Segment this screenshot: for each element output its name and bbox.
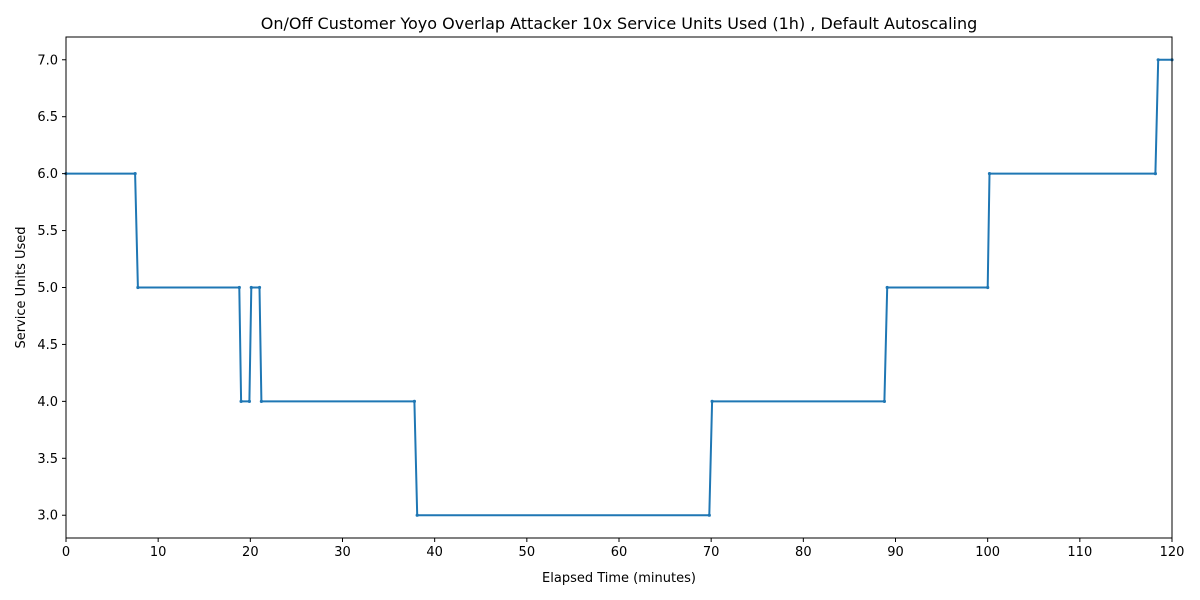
data-point	[257, 285, 262, 290]
y-tick-label: 6.0	[37, 167, 58, 182]
x-tick-label: 60	[611, 545, 628, 560]
y-tick-label: 5.0	[37, 281, 58, 296]
data-point	[247, 399, 251, 403]
data-point	[136, 285, 140, 290]
data-point	[1156, 58, 1160, 62]
data-point	[707, 513, 711, 517]
data-point	[882, 399, 887, 403]
x-tick-label: 120	[1160, 545, 1185, 560]
x-axis-label: Elapsed Time (minutes)	[542, 571, 696, 586]
data-point	[710, 399, 714, 403]
y-tick-label: 4.0	[37, 395, 58, 410]
data-point	[415, 513, 419, 517]
data-point	[412, 399, 416, 403]
data-point	[133, 172, 137, 176]
axis-ticks: 0 10 20 30 40 50 60 70 80 90 100 110 120 3.0 3.5 4.0 4.5…	[37, 53, 1184, 560]
plot-frame	[65, 36, 1173, 539]
x-tick-label: 70	[703, 545, 720, 560]
chart-title: On/Off Customer Yoyo Overlap Attacker 10…	[261, 14, 978, 33]
y-tick-label: 6.5	[37, 110, 58, 125]
x-tick-label: 10	[150, 545, 167, 560]
y-tick-label: 3.5	[37, 452, 58, 467]
x-tick-label: 80	[795, 545, 812, 560]
data-point	[239, 399, 243, 403]
y-tick-label: 5.5	[37, 224, 58, 239]
y-tick-label: 3.0	[37, 509, 58, 524]
y-axis-label: Service Units Used	[14, 226, 29, 348]
series-line	[66, 58, 1172, 517]
y-tick-label: 4.5	[37, 338, 58, 353]
x-tick-label: 100	[975, 545, 1000, 560]
data-point	[885, 285, 889, 290]
x-tick-label: 0	[62, 545, 70, 560]
x-tick-label: 20	[242, 545, 259, 560]
plot-area	[64, 58, 1174, 517]
data-point	[237, 285, 241, 290]
data-point	[1153, 172, 1157, 176]
data-point	[259, 399, 263, 403]
x-tick-label: 40	[426, 545, 443, 560]
x-tick-label: 110	[1067, 545, 1092, 560]
x-tick-label: 50	[519, 545, 536, 560]
x-tick-label: 90	[887, 545, 904, 560]
data-point	[987, 172, 992, 176]
y-tick-label: 7.0	[37, 53, 58, 68]
x-tick-label: 30	[334, 545, 351, 560]
data-point	[986, 285, 990, 290]
data-point	[249, 285, 253, 290]
